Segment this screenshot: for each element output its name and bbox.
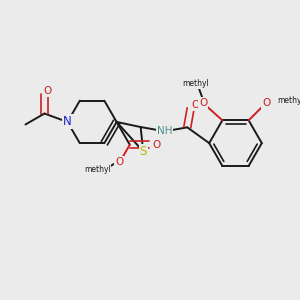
Text: O: O: [115, 157, 123, 167]
Text: NH: NH: [157, 126, 172, 136]
Text: methyl: methyl: [183, 79, 209, 88]
Text: methyl: methyl: [278, 96, 300, 105]
Text: O: O: [152, 140, 160, 150]
Text: S: S: [140, 145, 147, 158]
Text: N: N: [63, 116, 72, 128]
Text: O: O: [191, 100, 199, 110]
Text: O: O: [262, 98, 270, 108]
Text: O: O: [199, 98, 207, 108]
Text: methyl: methyl: [84, 165, 111, 174]
Text: O: O: [43, 86, 51, 96]
